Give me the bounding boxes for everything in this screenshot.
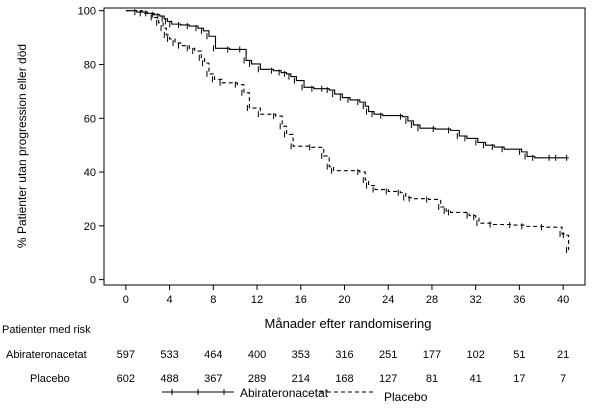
- x-tick-label: 4: [167, 294, 173, 306]
- risk-count-cell: 214: [292, 373, 310, 385]
- plot-frame: [103, 7, 586, 286]
- risk-row-label-abirateronacetat: Abirateronacetat: [6, 349, 87, 361]
- x-tick-label: 32: [470, 294, 482, 306]
- x-tick-label: 24: [382, 294, 394, 306]
- series-line-abirateronacetat: [125, 10, 569, 159]
- legend-entry-abirateronacetat: Abirateronacetat: [162, 386, 329, 400]
- risk-count-cell: 400: [248, 349, 266, 361]
- legend-label-abirateronacetat: Abirateronacetat: [240, 386, 329, 400]
- x-tick-label: 12: [251, 294, 263, 306]
- y-axis-label: % Patienter utan progression eller död: [15, 44, 29, 248]
- legend-label-placebo: Placebo: [384, 390, 428, 404]
- risk-count-cell: 41: [470, 373, 482, 385]
- risk-count-cell: 533: [160, 349, 178, 361]
- risk-count-cell: 17: [513, 373, 525, 385]
- risk-count-cell: 597: [117, 349, 135, 361]
- y-tick-label: 60: [84, 113, 96, 125]
- x-tick-label: 28: [426, 294, 438, 306]
- risk-count-cell: 251: [379, 349, 397, 361]
- legend: Abirateronacetat Placebo: [162, 386, 428, 404]
- x-tick-label: 8: [210, 294, 216, 306]
- risk-count-cell: 81: [426, 373, 438, 385]
- y-tick-label: 40: [84, 167, 96, 179]
- x-tick-label: 16: [295, 294, 307, 306]
- y-tick-label: 20: [84, 221, 96, 233]
- risk-count-cell: 177: [423, 349, 441, 361]
- risk-row-label-placebo: Placebo: [30, 373, 70, 385]
- x-tick-label: 20: [338, 294, 350, 306]
- risk-table-header: Patienter med risk: [2, 324, 91, 336]
- risk-count-cell: 7: [560, 373, 566, 385]
- legend-entry-placebo: Placebo: [320, 390, 428, 404]
- risk-count-cell: 21: [557, 349, 569, 361]
- risk-count-cell: 168: [335, 373, 353, 385]
- y-tick-label: 100: [78, 6, 96, 18]
- risk-count-cell: 51: [513, 349, 525, 361]
- censor-marks-layer: [134, 9, 568, 254]
- axis-ticks-layer: 0 4 8 12 16 20 24 28 32 36 40 0 20 40 60 80 100: [78, 6, 570, 306]
- risk-count-cell: 488: [160, 373, 178, 385]
- x-tick-label: 0: [123, 294, 129, 306]
- series-line-placebo: [125, 10, 570, 251]
- risk-count-cell: 367: [204, 373, 222, 385]
- y-tick-label: 80: [84, 59, 96, 71]
- risk-count-cell: 353: [292, 349, 310, 361]
- risk-count-cell: 102: [467, 349, 485, 361]
- risk-count-cell: 464: [204, 349, 222, 361]
- series-layer: [125, 10, 570, 251]
- risk-count-cell: 289: [248, 373, 266, 385]
- x-tick-label: 36: [513, 294, 525, 306]
- y-tick-label: 0: [90, 275, 96, 287]
- x-tick-label: 40: [557, 294, 569, 306]
- risk-count-cell: 602: [117, 373, 135, 385]
- risk-count-cell: 316: [335, 349, 353, 361]
- risk-count-cell: 127: [379, 373, 397, 385]
- x-axis-label: Månader efter randomisering: [265, 316, 432, 331]
